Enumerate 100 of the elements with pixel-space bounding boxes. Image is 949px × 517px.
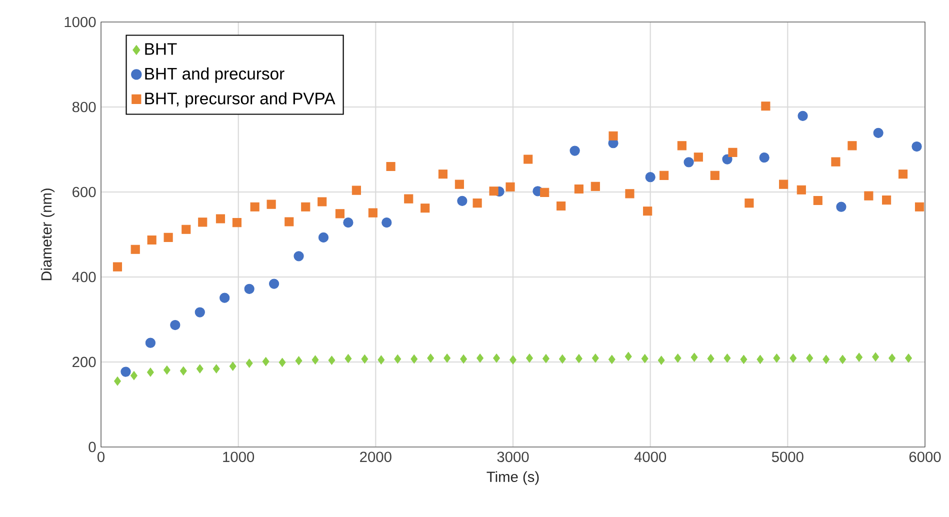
- point: [343, 218, 354, 228]
- point: [839, 354, 846, 364]
- point: [590, 182, 600, 192]
- point: [454, 180, 464, 189]
- point: [542, 354, 550, 364]
- point: [344, 354, 352, 364]
- point: [318, 232, 329, 243]
- point: [472, 198, 482, 208]
- point: [335, 209, 345, 218]
- point: [196, 364, 204, 374]
- point: [438, 170, 448, 179]
- y-tick-label: 800: [72, 102, 96, 112]
- point: [404, 194, 414, 204]
- point: [460, 354, 468, 364]
- point: [250, 202, 260, 212]
- point: [796, 185, 806, 194]
- point: [710, 170, 720, 180]
- point: [368, 208, 378, 218]
- point: [180, 366, 187, 376]
- point: [361, 354, 368, 364]
- point: [556, 201, 566, 211]
- point: [608, 354, 616, 364]
- point: [574, 184, 584, 194]
- point: [756, 354, 764, 364]
- point: [722, 154, 732, 164]
- y-tick-label: 400: [72, 272, 96, 282]
- point: [888, 354, 896, 363]
- legend-label: BHT and precursor: [145, 67, 284, 83]
- x-tick-label: 2000: [360, 452, 392, 462]
- point: [643, 206, 652, 216]
- point: [540, 188, 550, 197]
- point: [506, 182, 515, 192]
- point: [328, 356, 336, 365]
- point: [759, 152, 770, 163]
- point: [831, 157, 840, 166]
- point: [493, 354, 500, 363]
- x-tick-label: 5000: [772, 452, 804, 462]
- point: [244, 284, 254, 294]
- point: [147, 235, 156, 245]
- point: [641, 354, 648, 364]
- point: [489, 186, 498, 196]
- point: [575, 354, 582, 364]
- point: [284, 217, 294, 226]
- point: [194, 307, 205, 318]
- point: [268, 278, 280, 289]
- y-axis-title: Diameter (nm): [40, 188, 55, 280]
- point: [146, 368, 154, 377]
- point: [728, 148, 738, 157]
- point: [905, 354, 912, 363]
- point: [864, 191, 874, 200]
- point: [164, 232, 173, 242]
- point: [112, 262, 122, 272]
- point: [625, 189, 634, 198]
- point: [813, 196, 822, 206]
- point: [707, 354, 714, 364]
- point: [690, 352, 698, 362]
- point: [798, 110, 808, 121]
- point: [806, 354, 814, 363]
- x-tick-label: 6000: [909, 452, 941, 462]
- point: [677, 141, 686, 150]
- point: [660, 170, 669, 180]
- point: [145, 338, 156, 348]
- point: [312, 355, 319, 364]
- legend-label: BHT: [145, 43, 177, 55]
- point: [378, 355, 385, 364]
- point: [220, 292, 230, 303]
- y-tick-label: 200: [72, 356, 96, 368]
- point: [773, 354, 780, 363]
- point: [427, 354, 434, 363]
- point: [790, 354, 797, 363]
- x-tick-label: 1000: [223, 452, 254, 462]
- point: [386, 162, 396, 172]
- point: [524, 154, 533, 164]
- point: [420, 204, 430, 213]
- point: [872, 352, 880, 362]
- point: [694, 152, 703, 162]
- point: [262, 357, 270, 366]
- x-tick-label: 3000: [497, 452, 529, 462]
- point: [266, 200, 276, 209]
- point: [570, 146, 580, 156]
- point: [526, 354, 533, 363]
- legend-label: BHT, precursor and PVPA: [145, 92, 336, 108]
- point: [740, 354, 748, 364]
- point: [229, 362, 236, 371]
- point: [674, 354, 682, 363]
- point: [182, 224, 191, 234]
- point: [684, 157, 694, 168]
- point: [114, 376, 121, 386]
- point: [130, 244, 140, 254]
- point: [170, 320, 180, 330]
- point: [856, 352, 863, 362]
- y-tick-label: 1000: [64, 16, 96, 28]
- point: [246, 358, 253, 368]
- point: [444, 354, 451, 363]
- point: [295, 356, 302, 366]
- x-tick-label: 0: [98, 452, 105, 462]
- x-axis-title: Time (s): [486, 471, 539, 485]
- point: [658, 356, 665, 365]
- point: [848, 141, 857, 150]
- point: [198, 218, 208, 227]
